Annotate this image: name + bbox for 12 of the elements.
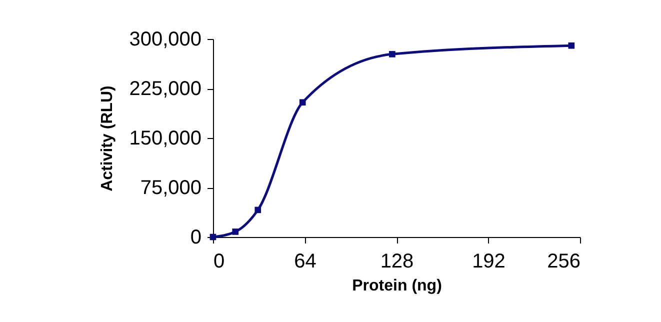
y-axis-title: Activity (RLU) [99, 86, 116, 192]
x-tick-label: 256 [547, 250, 580, 272]
y-tick-label: 75,000 [140, 177, 202, 199]
x-tick-label: 192 [472, 250, 506, 272]
y-tick-label: 150,000 [129, 128, 202, 150]
y-tick-label: 300,000 [129, 28, 202, 50]
x-axis-title: Protein (ng) [352, 278, 442, 294]
x-tick-label: 64 [294, 250, 316, 272]
x-tick-label: 0 [214, 250, 225, 272]
y-tick-label: 0 [190, 226, 202, 248]
y-tick-label: 225,000 [129, 78, 202, 100]
x-tick-label: 128 [380, 250, 414, 272]
